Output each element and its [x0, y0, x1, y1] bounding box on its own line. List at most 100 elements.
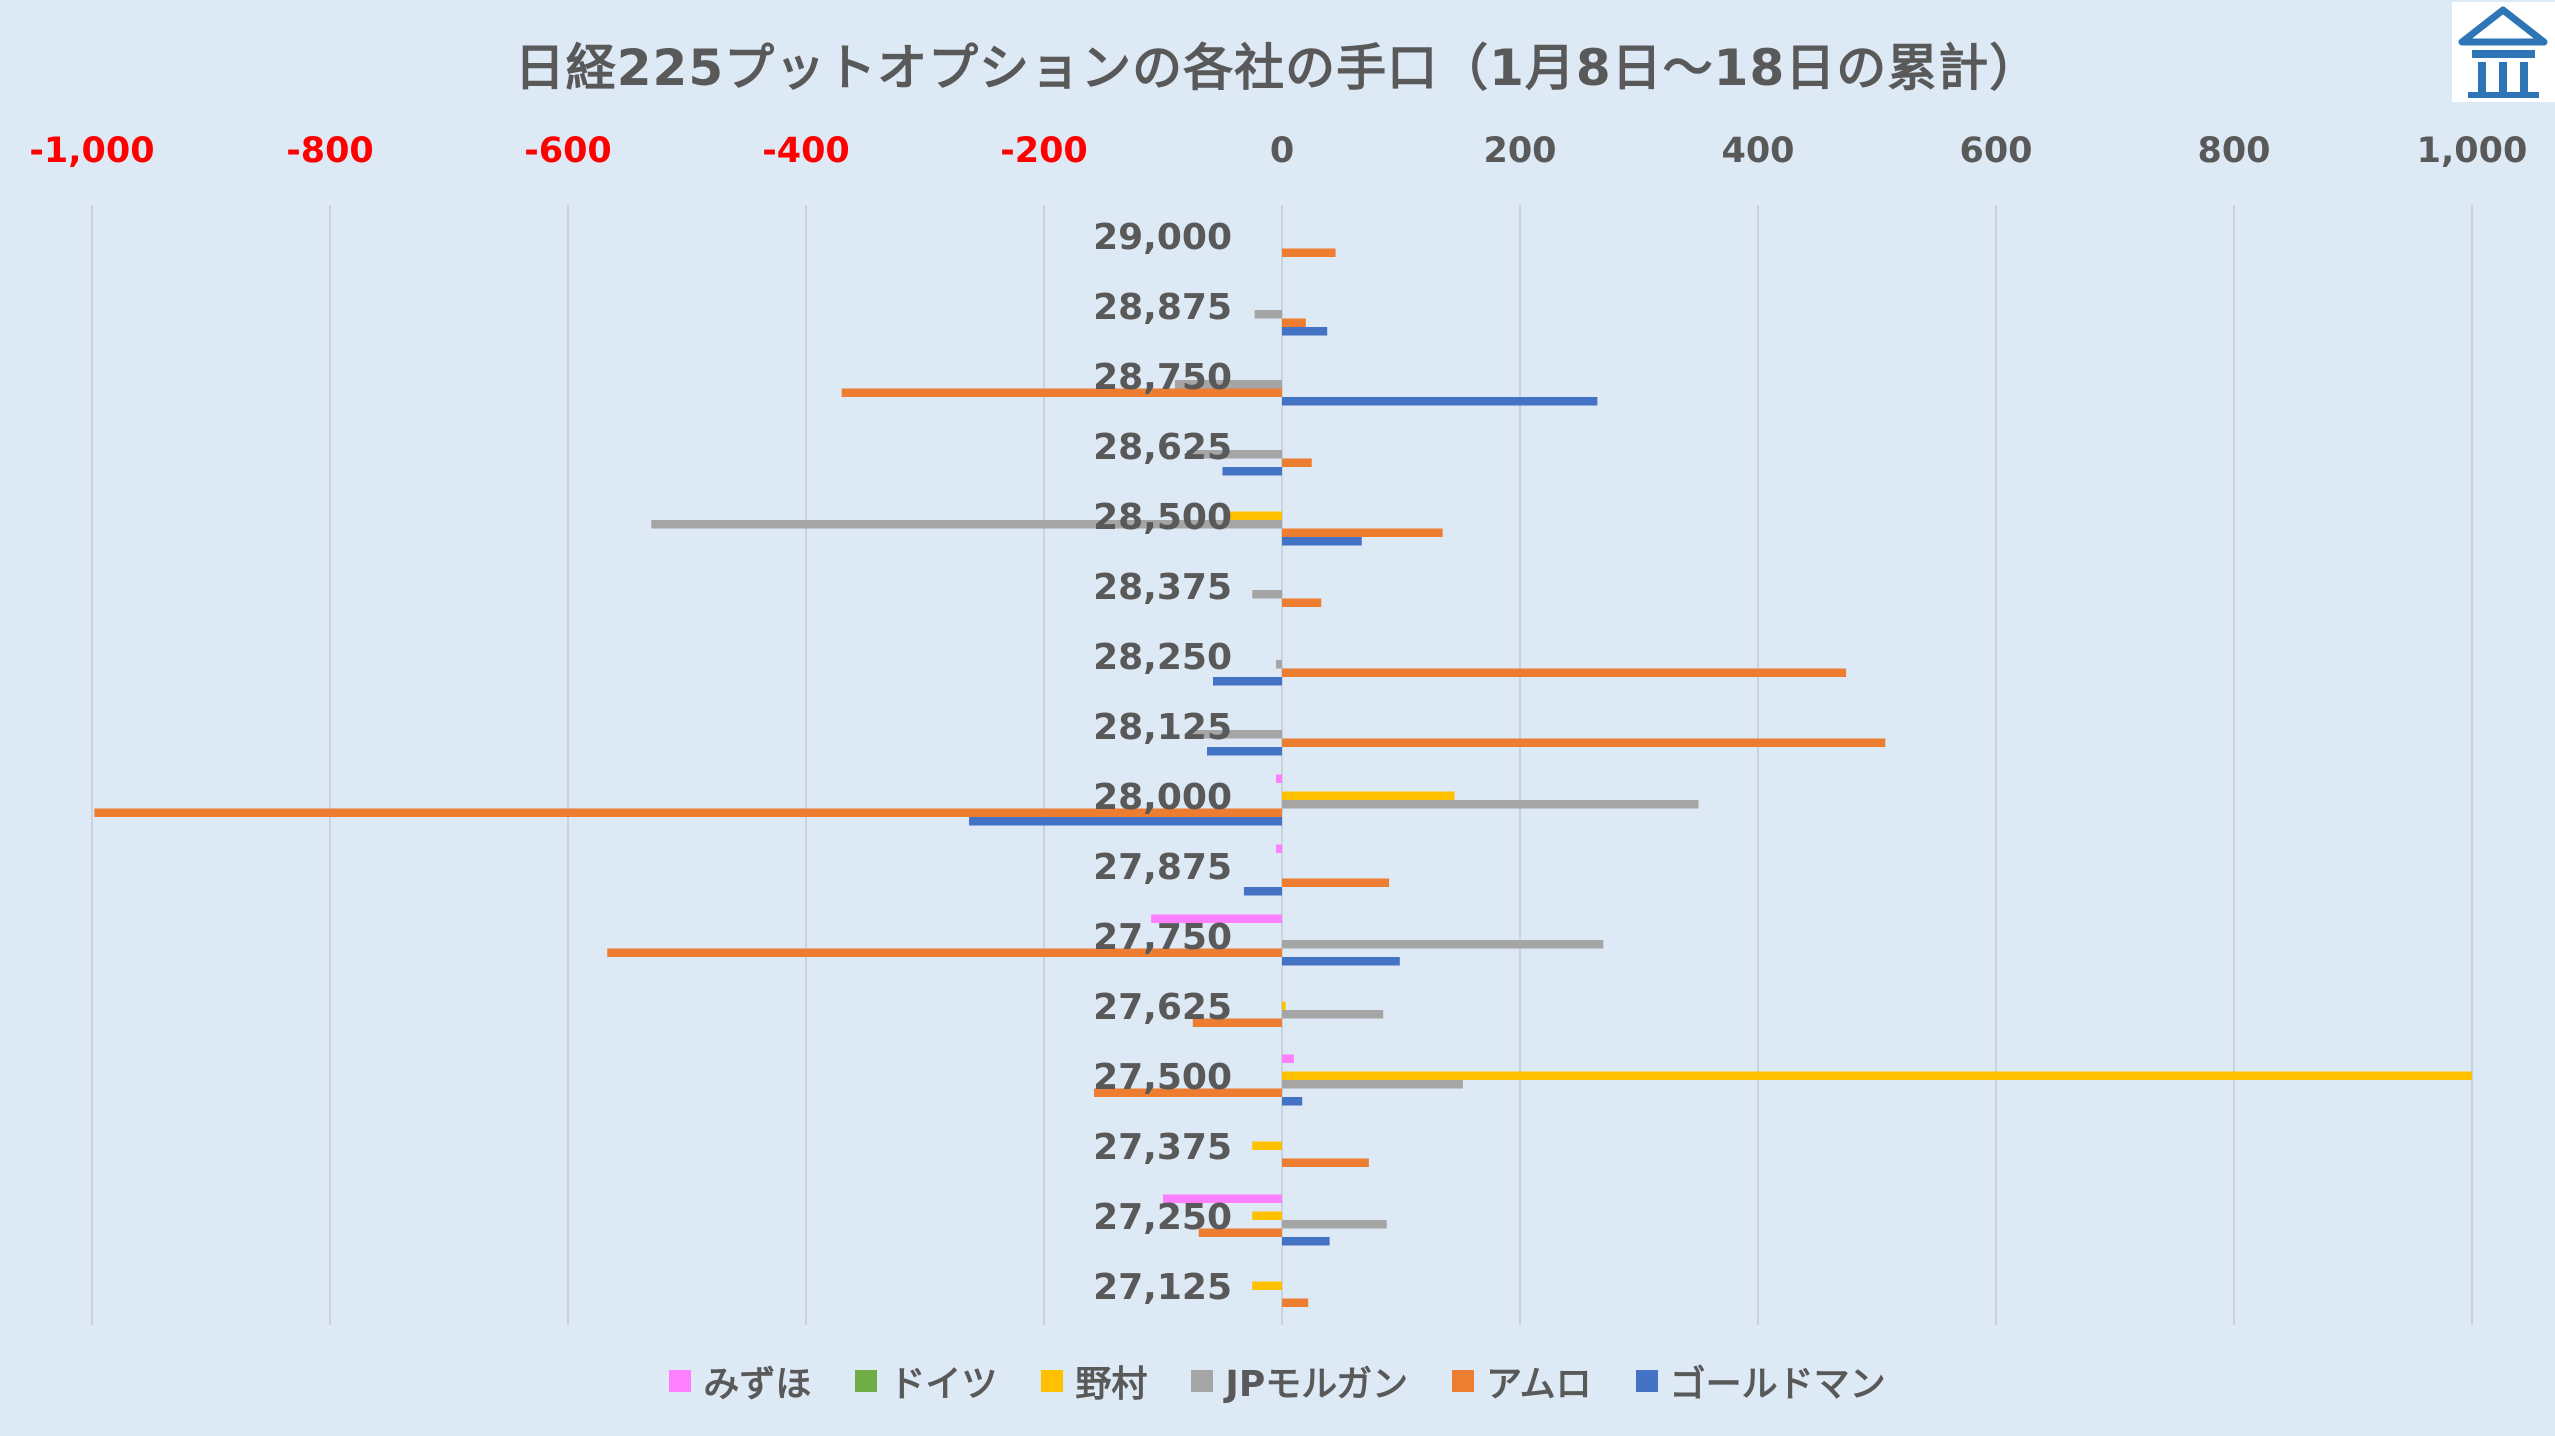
bar: [1282, 327, 1328, 336]
legend-item: JPモルガン: [1191, 1355, 1408, 1407]
bar: [1186, 450, 1282, 459]
bar: [1276, 774, 1282, 783]
bar: [1254, 310, 1282, 319]
bar: [94, 808, 1282, 817]
legend-swatch: [1041, 1370, 1064, 1392]
bar: [1252, 1281, 1282, 1290]
legend-swatch: [1635, 1370, 1658, 1392]
bar: [1163, 1194, 1282, 1203]
bar: [1252, 1211, 1282, 1220]
bar: [841, 388, 1282, 397]
bar: [1276, 844, 1282, 853]
bar: [1282, 800, 1699, 809]
legend-item: ドイツ: [855, 1355, 997, 1407]
building-logo-icon: [2452, 2, 2555, 102]
bar: [1282, 598, 1322, 607]
legend-label: JPモルガン: [1225, 1364, 1409, 1405]
bar: [1282, 1071, 2472, 1080]
x-tick-label: 600: [1959, 131, 2032, 171]
legend-swatch: [669, 1370, 692, 1392]
bar: [1276, 660, 1282, 669]
bar: [1174, 380, 1282, 389]
bar: [969, 817, 1282, 826]
legend-item: ゴールドマン: [1635, 1355, 1886, 1407]
bar: [1282, 940, 1604, 949]
y-tick-label: 28,500: [1093, 497, 1232, 538]
bar: [1222, 467, 1282, 476]
bar: [1282, 1298, 1309, 1307]
bar: [1282, 1001, 1286, 1010]
x-tick-label: -600: [524, 131, 612, 171]
bar: [1282, 248, 1336, 257]
bar: [1093, 1088, 1282, 1097]
bar: [1198, 1228, 1282, 1237]
bar: [1282, 1054, 1294, 1063]
bar: [1282, 1010, 1384, 1019]
bar: [1252, 590, 1282, 599]
y-tick-label: 27,375: [1093, 1127, 1232, 1168]
legend-item: アムロ: [1452, 1355, 1592, 1407]
bar: [1282, 318, 1306, 327]
y-tick-label: 28,250: [1093, 637, 1232, 678]
bar: [1243, 887, 1282, 896]
bar: [1282, 1097, 1303, 1106]
bar: [1282, 528, 1443, 537]
bar: [1282, 1237, 1330, 1246]
x-tick-label: -400: [762, 131, 850, 171]
y-tick-label: 29,000: [1093, 217, 1232, 258]
legend-swatch: [1452, 1370, 1475, 1392]
legend-swatch: [1191, 1370, 1214, 1392]
y-tick-label: 28,750: [1093, 357, 1232, 398]
y-tick-label: 28,375: [1093, 567, 1232, 608]
y-tick-label: 27,875: [1093, 847, 1232, 888]
y-axis-labels: 29,000 28,875 28,750 28,625 28,500 28,375 28,2…: [1093, 217, 1232, 1308]
x-tick-label: -1,000: [29, 131, 154, 171]
legend: みずほ ドイツ 野村 JPモルガン アムロ ゴールドマン: [0, 1355, 2555, 1407]
bars: [94, 248, 2472, 1307]
legend-label: みずほ: [703, 1364, 812, 1405]
y-tick-label: 28,000: [1093, 777, 1232, 818]
y-tick-label: 28,625: [1093, 427, 1232, 468]
bar: [1282, 957, 1400, 966]
x-tick-label: 1,000: [2417, 131, 2528, 171]
legend-label: 野村: [1075, 1364, 1148, 1405]
bar: [1282, 397, 1598, 406]
x-axis-ticks: -1,000 -800 -600 -400 -200 0 200 400 600 800 1,000: [29, 131, 2527, 171]
x-tick-label: 800: [2197, 131, 2270, 171]
y-tick-label: 27,750: [1093, 917, 1232, 958]
x-tick-label: 400: [1721, 131, 1794, 171]
bar: [1282, 791, 1455, 800]
y-tick-label: 28,125: [1093, 707, 1232, 748]
bar: [607, 948, 1282, 957]
legend-item: 野村: [1041, 1355, 1147, 1407]
bar: [1282, 458, 1312, 467]
gridlines: [91, 205, 2473, 1325]
bar: [1282, 537, 1362, 546]
legend-label: ドイツ: [889, 1364, 998, 1405]
bar: [1282, 738, 1886, 747]
y-tick-label: 27,250: [1093, 1197, 1232, 1238]
bar: [1207, 747, 1282, 756]
bar: [1282, 878, 1390, 887]
legend-item: みずほ: [669, 1355, 811, 1407]
x-tick-label: -800: [286, 131, 374, 171]
bar: [1192, 1018, 1282, 1027]
x-tick-label: 0: [1270, 131, 1294, 171]
legend-label: アムロ: [1486, 1364, 1592, 1405]
legend-swatch: [855, 1370, 878, 1392]
y-tick-label: 28,875: [1093, 287, 1232, 328]
x-tick-label: -200: [1000, 131, 1088, 171]
bar: [1192, 730, 1282, 739]
bar: [1212, 677, 1282, 686]
x-tick-label: 200: [1483, 131, 1556, 171]
bar: [1151, 914, 1282, 923]
bar: [1282, 668, 1847, 677]
y-tick-label: 27,500: [1093, 1057, 1232, 1098]
y-tick-label: 27,625: [1093, 987, 1232, 1028]
bar: [1282, 1158, 1369, 1167]
bar: [1282, 1080, 1463, 1089]
chart-title: 日経225プットオプションの各社の手口（1月8日～18日の累計）: [514, 39, 2041, 97]
bar: [1282, 1220, 1387, 1229]
bar: [1228, 511, 1282, 520]
